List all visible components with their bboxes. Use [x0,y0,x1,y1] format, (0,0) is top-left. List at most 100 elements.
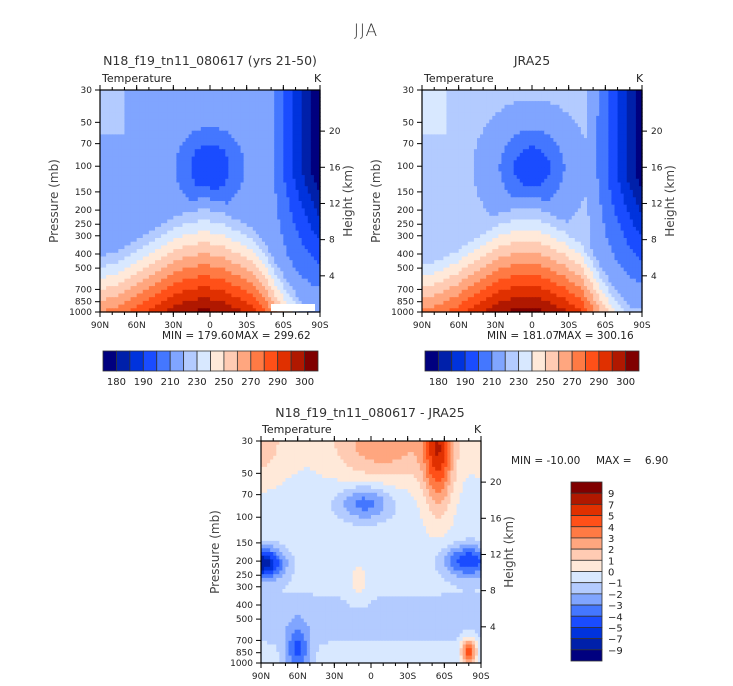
contour-cell [188,223,193,228]
contour-cell [197,175,202,180]
contour-cell [167,212,171,217]
contour-cell [265,234,269,239]
contour-cell [194,130,199,135]
contour-cell [304,97,309,102]
contour-cell [295,252,300,258]
contour-cell [258,160,263,165]
contour-cell [197,197,202,202]
contour-cell [249,282,254,287]
contour-cell [115,275,119,280]
contour-cell [148,201,153,206]
contour-cell [100,145,104,150]
contour-cell [103,241,107,246]
contour-cell [286,90,291,95]
contour-cell [249,286,254,291]
contour-cell [283,112,287,117]
contour-cell [118,249,122,254]
contour-cell [173,241,177,246]
contour-cell [124,90,129,95]
contour-cell [106,189,110,195]
contour-cell [136,300,141,306]
contour-cell [234,193,239,198]
contour-cell [298,234,303,239]
contour-cell [292,300,297,306]
contour-cell [277,215,281,221]
contour-cell [133,123,138,128]
contour-cell [286,108,291,113]
contour-cell [206,134,211,139]
contour-cell [234,234,239,239]
contour-cell [470,90,475,95]
contour-cell [106,123,110,128]
contour-cell [458,101,463,106]
contour-cell [513,101,518,106]
contour-cell [277,104,281,110]
contour-cell [265,297,269,302]
contour-cell [449,115,454,121]
contour-cell [286,167,291,172]
variable-label: Temperature [101,72,172,85]
contour-cell [103,204,107,209]
contour-cell [173,101,177,106]
contour-cell [185,138,190,143]
contour-cell [246,160,251,165]
contour-cell [121,156,126,161]
contour-cell [307,256,312,261]
contour-cell [449,101,454,106]
contour-cell [255,97,260,102]
contour-cell [188,226,193,232]
contour-cell [136,260,141,265]
contour-cell [185,197,190,202]
contour-cell [206,286,211,291]
contour-cell [222,260,226,265]
contour-cell [477,101,481,106]
contour-cell [136,304,141,309]
contour-cell [164,204,168,209]
contour-cell [188,297,193,302]
contour-cell [632,90,637,95]
contour-cell [246,175,251,180]
contour-cell [145,115,150,121]
contour-cell [292,186,297,191]
contour-cell [304,201,309,206]
contour-cell [103,104,107,110]
contour-cell [118,119,122,124]
contour-cell [118,104,122,110]
contour-cell [301,152,306,158]
contour-cell [106,104,110,110]
contour-cell [599,104,603,110]
contour-cell [304,230,309,235]
contour-cell [265,108,269,113]
contour-cell [127,212,132,217]
contour-cell [176,223,181,228]
x-tick-label: 0 [207,321,213,331]
contour-cell [179,208,184,213]
contour-cell [206,238,211,243]
contour-cell [525,101,530,106]
contour-cell [106,204,110,209]
contour-cell [246,282,251,287]
contour-cell [313,300,318,306]
contour-cell [130,215,135,221]
contour-cell [185,149,190,154]
contour-cell [200,186,205,191]
contour-cell [142,278,147,283]
contour-cell [261,201,266,206]
contour-cell [200,226,205,232]
contour-cell [274,271,278,276]
contour-cell [145,90,150,95]
contour-cell [271,267,275,272]
contour-cell [200,160,205,165]
contour-cell [182,186,187,191]
contour-cell [544,101,548,106]
contour-cell [268,171,272,176]
contour-cell [133,208,138,213]
contour-cell [100,134,104,139]
contour-cell [280,93,284,98]
contour-cell [151,178,156,184]
contour-cell [148,204,153,209]
contour-cell [133,101,138,106]
contour-cell [316,90,321,95]
contour-cell [587,101,591,106]
contour-cell [203,234,208,239]
